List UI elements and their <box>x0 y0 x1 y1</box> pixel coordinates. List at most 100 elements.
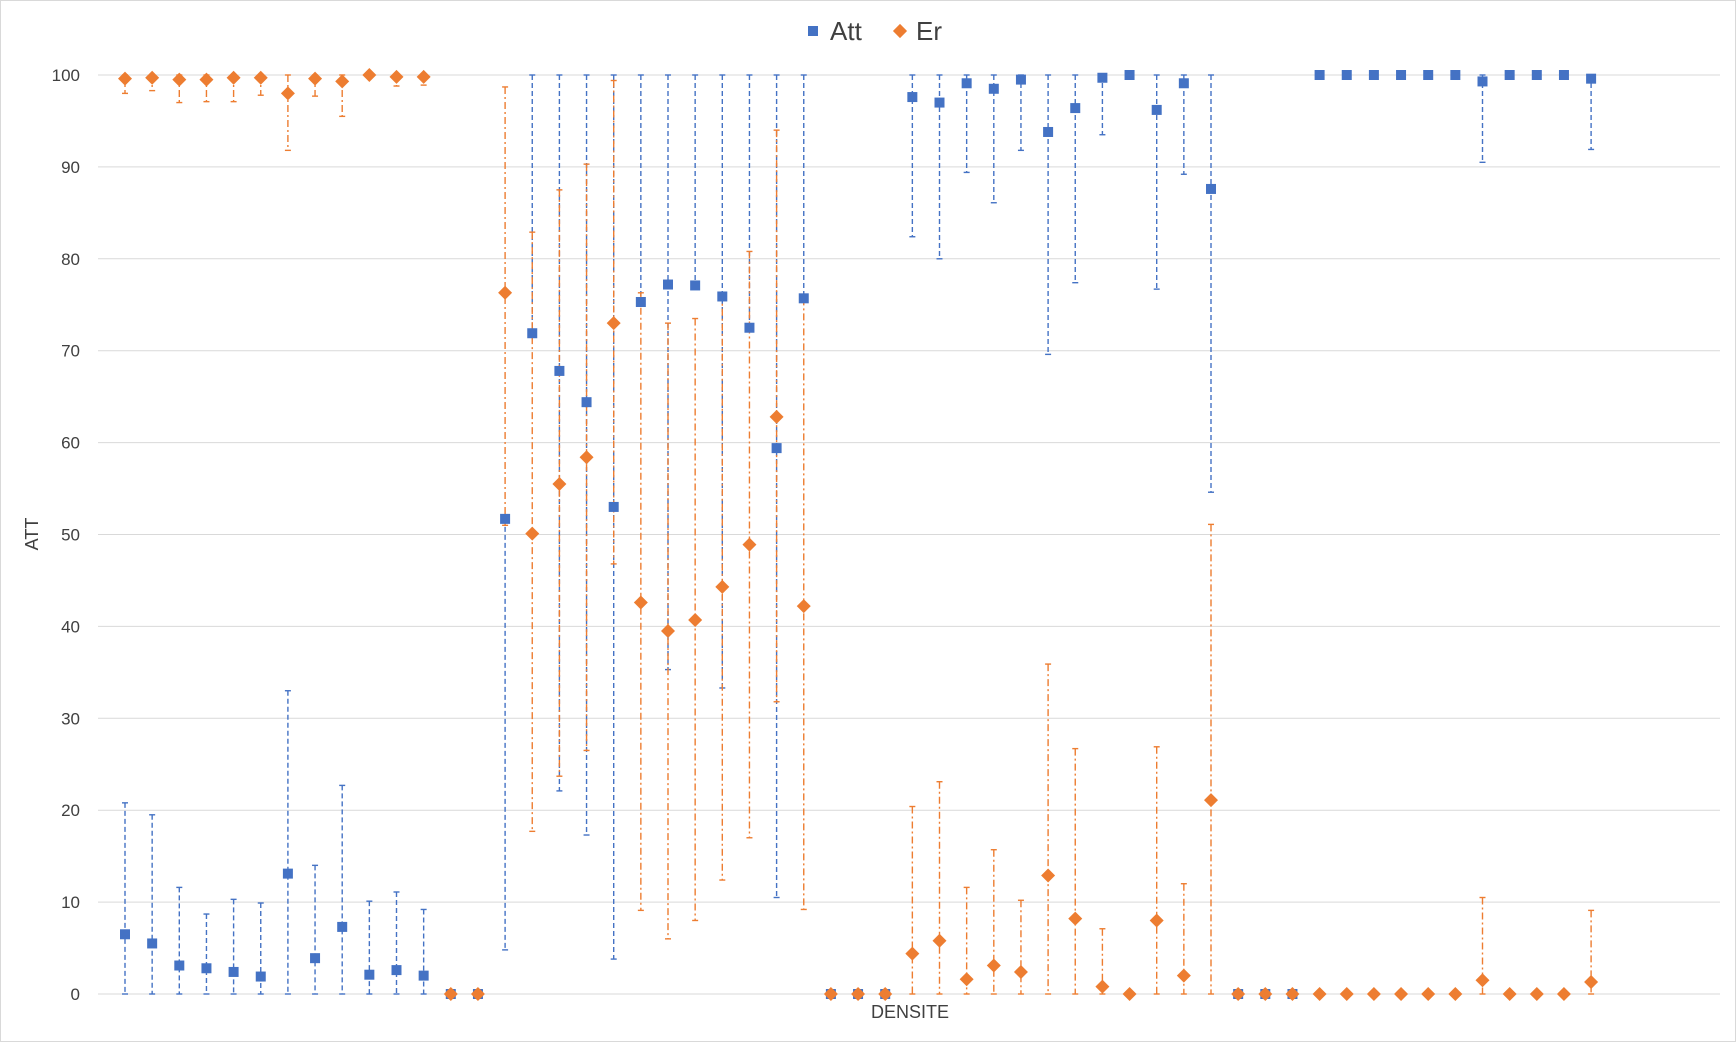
att-point <box>1558 70 1569 80</box>
y-tick-label: 100 <box>52 66 80 85</box>
att-point <box>1586 73 1597 84</box>
er-point <box>959 972 974 987</box>
er-point <box>1122 987 1137 1001</box>
att-point <box>310 953 321 964</box>
legend-att-label: Att <box>830 16 863 46</box>
att-point <box>1206 183 1216 194</box>
data-markers <box>118 68 1599 1001</box>
er-point <box>1041 868 1056 883</box>
er-point <box>823 987 838 1001</box>
att-point <box>934 97 945 108</box>
er-point <box>1448 987 1463 1001</box>
er-point <box>1285 987 1300 1001</box>
er-point <box>1258 987 1273 1001</box>
att-point <box>337 921 348 932</box>
er-point <box>769 409 784 424</box>
att-point <box>120 929 130 940</box>
er-point <box>1421 987 1436 1001</box>
att-point <box>228 966 239 977</box>
y-axis-ticks: 0 10 20 30 40 50 60 70 80 90 100 <box>52 66 80 1004</box>
er-point <box>986 958 1001 973</box>
er-point <box>118 71 132 86</box>
er-point <box>932 933 947 948</box>
att-point <box>961 78 972 89</box>
er-point <box>633 595 648 610</box>
y-axis-title: ATT <box>22 518 42 551</box>
er-point <box>579 450 594 465</box>
er-point <box>1204 793 1218 808</box>
er-point <box>878 987 893 1001</box>
er-point <box>715 579 730 594</box>
y-tick-label: 40 <box>61 617 80 636</box>
att-point <box>608 501 619 512</box>
att-point <box>1341 70 1352 80</box>
legend-item-er: Er <box>892 16 942 46</box>
er-point <box>389 69 404 84</box>
er-point <box>552 476 567 491</box>
att-point <box>907 92 918 103</box>
er-point <box>1068 911 1083 926</box>
att-point <box>364 969 375 980</box>
att-point <box>391 965 402 976</box>
att-point <box>500 513 511 524</box>
y-tick-label: 10 <box>61 893 80 912</box>
er-point <box>1176 968 1191 983</box>
er-point <box>1502 987 1517 1001</box>
er-point <box>253 70 268 85</box>
er-point <box>1366 987 1381 1001</box>
att-point <box>1015 74 1026 85</box>
att-point <box>418 970 429 981</box>
att-point <box>554 365 565 376</box>
x-axis-title: DENSITE <box>871 1002 949 1022</box>
att-point <box>1151 104 1162 115</box>
y-tick-label: 80 <box>61 250 80 269</box>
y-tick-label: 50 <box>61 526 80 545</box>
er-point <box>1475 973 1490 988</box>
att-point <box>1368 70 1379 80</box>
y-tick-label: 30 <box>61 709 80 728</box>
er-point <box>1394 987 1409 1001</box>
att-point <box>581 397 592 408</box>
er-point <box>498 285 513 300</box>
er-point <box>525 526 540 541</box>
er-point <box>1013 964 1028 979</box>
att-point <box>635 296 646 307</box>
er-point <box>280 86 295 101</box>
att-point <box>771 443 782 454</box>
er-point <box>362 68 377 82</box>
er-point <box>416 69 431 84</box>
er-point <box>335 74 350 89</box>
y-tick-label: 60 <box>61 434 80 453</box>
er-point <box>172 72 187 87</box>
att-point <box>663 279 673 290</box>
er-point <box>443 987 458 1001</box>
att-point <box>1450 70 1461 80</box>
legend-item-att: Att <box>808 16 863 46</box>
er-point <box>470 987 485 1001</box>
legend-er-label: Er <box>916 16 942 46</box>
er-point <box>796 599 811 614</box>
y-tick-label: 20 <box>61 801 80 820</box>
att-point <box>1043 126 1054 137</box>
er-point <box>742 537 757 552</box>
att-point <box>1097 72 1108 83</box>
att-point <box>174 960 185 971</box>
er-point <box>905 946 920 961</box>
att-point <box>1504 70 1515 80</box>
att-point <box>201 963 212 974</box>
att-point <box>1396 70 1407 80</box>
att-point <box>1531 70 1542 80</box>
er-point <box>199 72 214 87</box>
att-point <box>1477 76 1488 87</box>
att-point <box>527 328 538 339</box>
er-point <box>661 623 675 638</box>
att-point <box>988 83 999 94</box>
er-point <box>145 70 160 85</box>
legend: Att Er <box>808 16 942 46</box>
er-point <box>308 71 323 86</box>
att-point <box>690 280 701 291</box>
y-tick-label: 0 <box>71 985 80 1004</box>
